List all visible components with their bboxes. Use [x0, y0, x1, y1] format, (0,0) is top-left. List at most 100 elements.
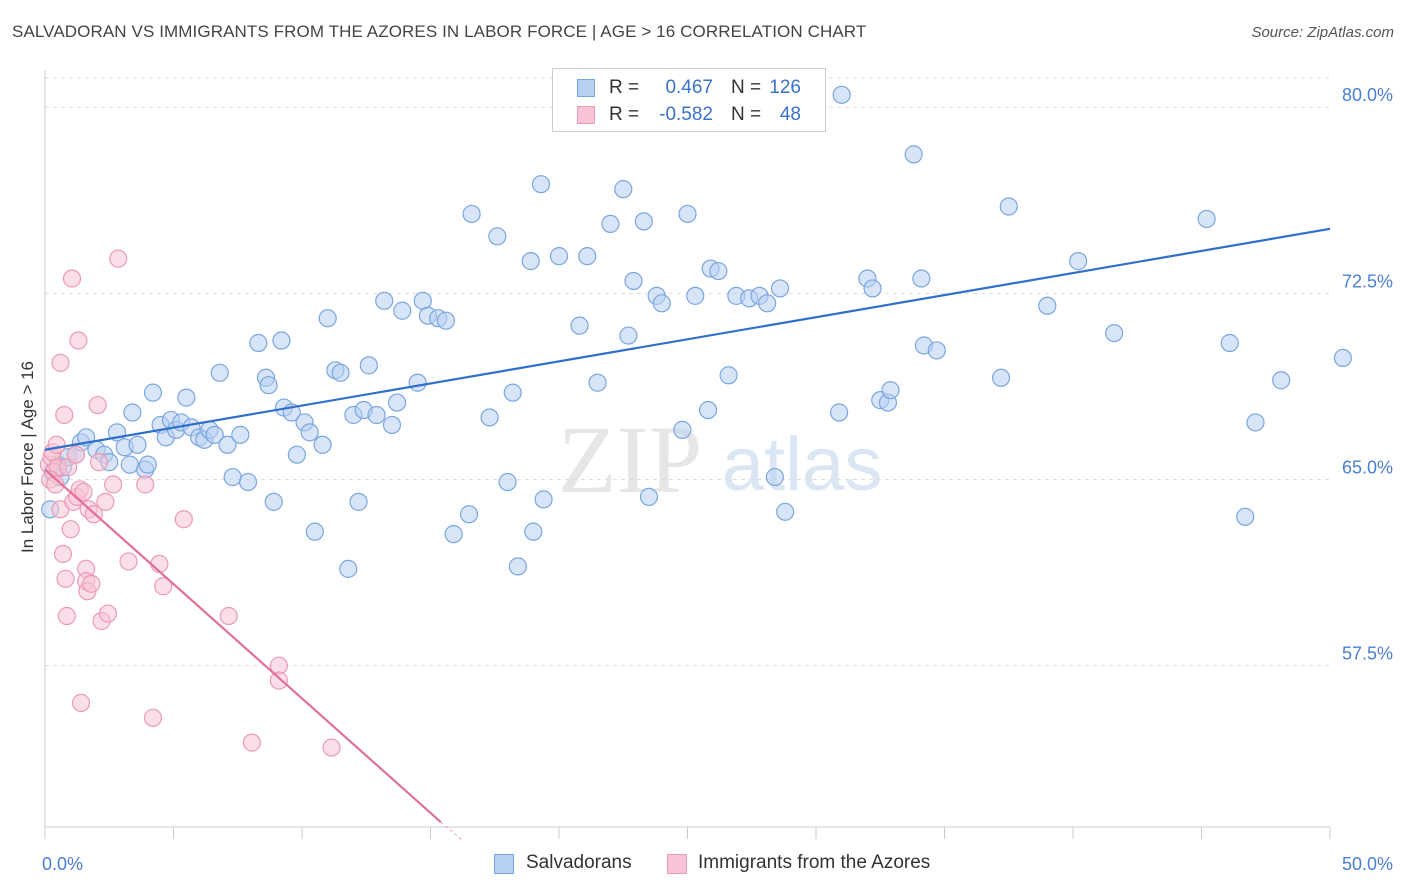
data-point — [1333, 348, 1352, 368]
data-point — [119, 552, 138, 571]
trend-line-extension — [440, 821, 462, 840]
data-point — [673, 420, 692, 439]
data-point — [53, 544, 73, 564]
data-point — [927, 341, 946, 360]
stats-r-label: R = — [609, 104, 640, 125]
stats-n-label: N = — [731, 77, 762, 98]
data-point — [96, 492, 115, 511]
data-point — [549, 247, 569, 266]
y-tick-label: 57.5% — [1342, 644, 1393, 664]
data-point — [349, 492, 368, 511]
data-point — [904, 145, 923, 164]
data-point — [521, 252, 540, 271]
data-point — [272, 331, 291, 350]
data-point — [249, 333, 268, 353]
data-point — [174, 510, 193, 529]
data-point — [375, 291, 394, 310]
data-point — [1105, 323, 1124, 343]
legend-swatch-salvadorans — [494, 854, 514, 874]
data-point — [177, 388, 196, 407]
stats-swatch-azores — [577, 106, 595, 124]
data-point — [205, 425, 224, 444]
data-point — [639, 487, 659, 506]
data-point — [881, 381, 900, 400]
y-tick-label: 65.0% — [1342, 458, 1393, 478]
data-point — [634, 212, 653, 231]
watermark: ZIP atlas — [558, 406, 882, 513]
data-point — [588, 373, 607, 392]
data-point — [776, 502, 795, 521]
data-point — [109, 249, 128, 268]
data-point — [88, 395, 107, 415]
stats-n-value: 48 — [779, 104, 801, 125]
data-point — [534, 490, 553, 509]
data-point — [313, 435, 332, 454]
data-point — [138, 455, 157, 474]
data-point — [678, 204, 697, 224]
data-point — [89, 453, 109, 472]
stats-r-label: R = — [609, 77, 640, 98]
legend-swatch-azores — [667, 854, 687, 874]
x-tick-label: 50.0% — [1342, 854, 1393, 874]
data-point — [686, 286, 705, 305]
data-point — [219, 606, 238, 626]
data-point — [62, 269, 82, 288]
data-point — [1246, 413, 1265, 432]
data-point — [47, 435, 66, 454]
data-point — [1220, 333, 1239, 353]
data-point — [46, 475, 65, 494]
stats-n-label: N = — [731, 104, 762, 125]
data-point — [120, 455, 139, 474]
stats-r-value: 0.467 — [665, 77, 713, 98]
data-point — [619, 326, 638, 345]
data-point — [498, 472, 517, 492]
data-point — [503, 383, 522, 402]
data-point — [709, 261, 728, 281]
data-point — [531, 175, 551, 194]
data-point — [269, 671, 288, 690]
data-point — [218, 435, 237, 454]
data-point — [322, 738, 341, 757]
trend-lines — [44, 227, 1331, 840]
data-point — [508, 557, 527, 576]
data-point — [56, 569, 75, 588]
y-tick-labels: 57.5% 65.0% 72.5% 80.0% — [1342, 85, 1393, 663]
data-point — [66, 445, 85, 464]
y-tick-label: 72.5% — [1342, 271, 1393, 291]
data-point — [719, 366, 738, 385]
data-point — [912, 269, 931, 288]
data-point — [1236, 507, 1255, 526]
data-point — [578, 247, 597, 266]
data-point — [287, 445, 306, 464]
stats-box: R = 0.467 N = 126 R = -0.582 N = 48 — [552, 68, 826, 132]
x-tick-label: 0.0% — [42, 854, 83, 874]
data-point — [259, 376, 278, 395]
data-point — [480, 408, 499, 427]
data-point — [339, 559, 358, 578]
data-point — [999, 197, 1018, 216]
data-point — [210, 363, 229, 382]
data-point — [524, 522, 543, 541]
data-point — [264, 492, 283, 511]
data-point — [462, 204, 481, 224]
series-azores — [39, 249, 341, 757]
data-point — [57, 606, 76, 626]
data-point — [74, 482, 93, 502]
data-point — [318, 309, 337, 328]
grid-lines — [45, 77, 1330, 667]
data-point — [98, 604, 118, 623]
legend: Salvadorans Immigrants from the Azores — [0, 850, 1406, 878]
data-point — [832, 85, 851, 104]
series-salvadorans — [41, 85, 1352, 578]
data-point — [104, 475, 123, 494]
data-point — [154, 577, 173, 596]
data-point — [55, 405, 74, 425]
data-point — [863, 279, 882, 298]
trend-line — [44, 468, 442, 823]
data-point — [624, 271, 643, 291]
watermark-atlas: atlas — [722, 422, 883, 507]
data-point — [242, 733, 261, 752]
data-point — [69, 331, 88, 350]
data-point — [652, 294, 671, 313]
data-point — [698, 400, 718, 420]
